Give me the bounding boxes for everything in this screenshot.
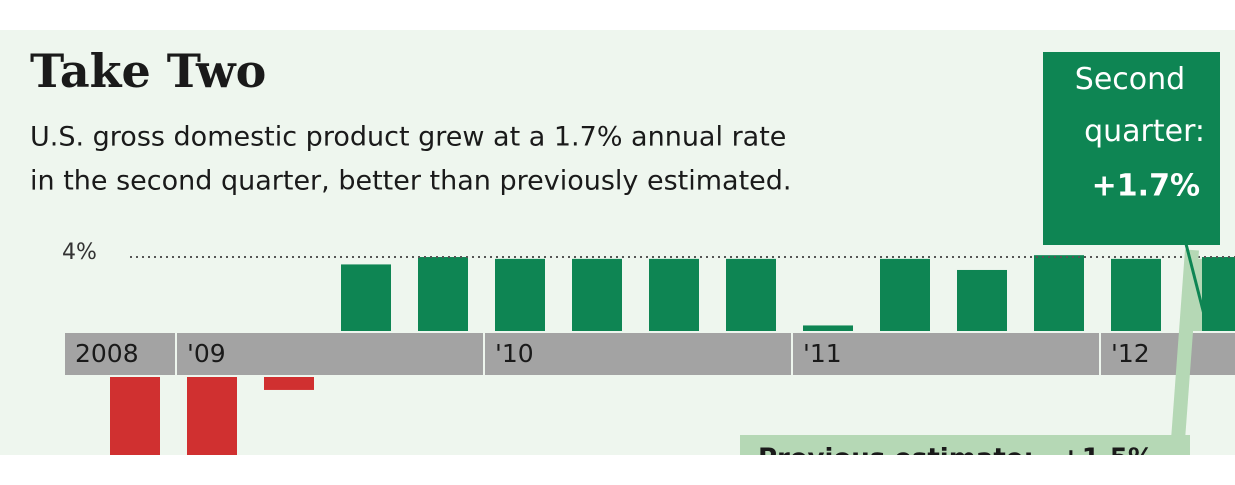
year-band xyxy=(1101,333,1235,375)
bar xyxy=(572,258,622,331)
subtitle: in the second quarter, better than previ… xyxy=(30,166,792,197)
x-tick-label: 2008 xyxy=(75,339,139,368)
bar xyxy=(880,258,930,331)
year-band xyxy=(65,333,175,375)
bar xyxy=(726,258,776,331)
year-band xyxy=(177,333,483,375)
year-band xyxy=(485,333,791,375)
leader xyxy=(1171,249,1199,441)
subtitle: U.S. gross domestic product grew at a 1.… xyxy=(30,122,786,153)
bar xyxy=(1202,257,1235,331)
bar xyxy=(110,377,160,455)
x-tick-label: '09 xyxy=(187,339,226,368)
x-tick-label: '10 xyxy=(495,339,534,368)
callout-box xyxy=(1043,52,1220,245)
x-tick-label: '11 xyxy=(803,339,842,368)
chart-title: Take Two xyxy=(30,44,266,98)
bar xyxy=(187,377,237,455)
bar xyxy=(1111,258,1161,331)
bar xyxy=(495,258,545,331)
callout-label: Second quarter: xyxy=(1075,62,1205,149)
bar xyxy=(264,377,314,390)
leader xyxy=(1183,239,1210,331)
plot xyxy=(110,255,1235,455)
year-band xyxy=(793,333,1099,375)
callout-value: +1.7% xyxy=(1092,169,1200,204)
x-tick-label: '12 xyxy=(1111,339,1150,368)
bottom-margin xyxy=(0,455,1235,485)
bar xyxy=(957,269,1007,331)
y-tick-label: 4% xyxy=(62,240,97,265)
bar xyxy=(649,258,699,331)
bar xyxy=(803,325,853,331)
bar xyxy=(1034,255,1084,331)
bar xyxy=(418,257,468,331)
bar xyxy=(341,264,391,331)
